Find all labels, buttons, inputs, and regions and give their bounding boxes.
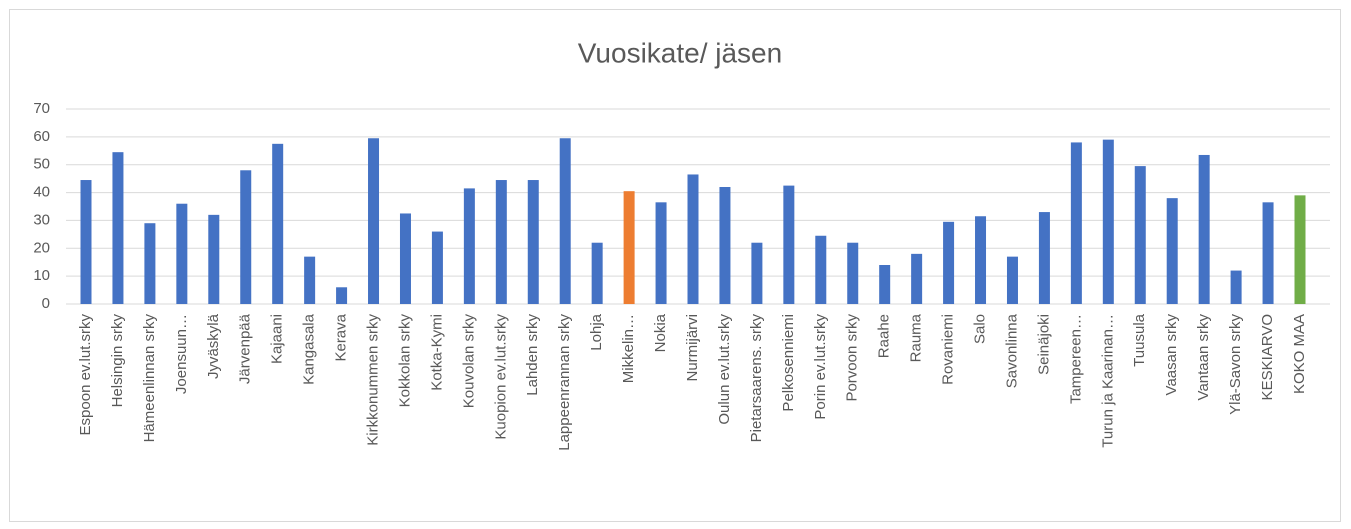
x-tick-label: Seinäjoki xyxy=(1035,314,1052,375)
x-tick-label: Kerava xyxy=(333,313,350,361)
x-tick-label: KESKIARVO xyxy=(1259,314,1276,400)
x-tick-label: Kouvolan srky xyxy=(460,314,477,409)
bar xyxy=(240,170,252,304)
x-tick-label: Järvenpää xyxy=(237,313,254,384)
x-tick-label: Pietarsaarens. srky xyxy=(748,314,765,443)
bar xyxy=(1262,202,1274,304)
bar xyxy=(399,213,411,304)
bar xyxy=(911,253,923,304)
x-tick-label: Kirkkonummen srky xyxy=(364,314,381,446)
x-tick-label: Lappeenrannan srky xyxy=(556,314,573,451)
bar xyxy=(80,180,92,304)
x-tick-label: Savonlinna xyxy=(1003,313,1020,388)
x-tick-label: Turun ja Kaarinan… xyxy=(1099,314,1116,448)
x-tick-label: Nurmijärvi xyxy=(684,314,701,382)
x-tick-label: Kotka-Kymi xyxy=(428,314,445,391)
x-tick-label: Mikkelin… xyxy=(620,314,637,383)
y-tick-label: 20 xyxy=(33,239,50,256)
bar xyxy=(1166,198,1178,304)
bar xyxy=(623,191,635,304)
x-tick-label: Pelkosenniemi xyxy=(780,314,797,412)
bar xyxy=(687,174,699,304)
y-tick-label: 40 xyxy=(33,184,50,201)
x-tick-label: Lohja xyxy=(588,313,605,350)
y-tick-label: 50 xyxy=(33,156,50,173)
bar xyxy=(368,138,380,304)
bar xyxy=(719,187,731,304)
y-tick-label: 0 xyxy=(42,295,50,312)
x-tick-label: Porin ev.lut.srky xyxy=(812,314,829,420)
bar xyxy=(975,216,987,304)
bar xyxy=(495,180,507,304)
bar xyxy=(144,223,156,304)
bar xyxy=(879,265,891,304)
chart-frame xyxy=(9,9,1341,522)
x-tick-label: Rovaniemi xyxy=(940,314,957,385)
bar xyxy=(1198,154,1210,304)
x-tick-label: Oulun ev.lut.srky xyxy=(716,314,733,425)
x-tick-label: Joensuun… xyxy=(173,314,190,394)
x-tick-label: Nokia xyxy=(652,313,669,352)
x-tick-label: Kuopion ev.lut.srky xyxy=(492,314,509,440)
x-tick-label: Jyväskylä xyxy=(205,313,222,379)
bar xyxy=(1134,166,1146,304)
x-tick-label: Kokkolan srky xyxy=(396,314,413,408)
x-tick-label: Kangasala xyxy=(301,313,318,385)
bar xyxy=(1038,212,1050,304)
bar xyxy=(208,214,220,304)
y-tick-label: 60 xyxy=(33,128,50,145)
bar xyxy=(591,242,603,304)
bar xyxy=(463,188,475,304)
x-tick-label: Raahe xyxy=(876,314,893,358)
x-tick-label: Vantaan srky xyxy=(1195,314,1212,401)
bar xyxy=(943,221,955,304)
x-tick-label: Espoon ev.lut.srky xyxy=(77,314,94,436)
bar xyxy=(1070,142,1082,304)
x-tick-label: Helsingin srky xyxy=(109,314,126,408)
x-tick-label: Tuusula xyxy=(1131,313,1148,366)
bar xyxy=(527,180,539,304)
bar xyxy=(815,235,827,304)
bar xyxy=(751,242,763,304)
bar xyxy=(1294,195,1306,304)
bar xyxy=(304,256,316,304)
x-tick-label: Salo xyxy=(971,314,988,344)
bar xyxy=(176,203,188,304)
x-tick-label: Tampereen… xyxy=(1067,314,1084,404)
x-tick-label: Rauma xyxy=(908,313,925,362)
bar xyxy=(1230,270,1242,304)
bar xyxy=(336,287,348,304)
bar xyxy=(783,185,795,304)
bar xyxy=(655,202,667,304)
bar xyxy=(847,242,859,304)
x-tick-label: Kajaani xyxy=(269,314,286,364)
bar xyxy=(1006,256,1018,304)
y-tick-label: 10 xyxy=(33,267,50,284)
x-tick-label: Vaasan srky xyxy=(1163,314,1180,396)
x-tick-label: Porvoon srky xyxy=(844,314,861,402)
chart-title: Vuosikate/ jäsen xyxy=(578,37,782,68)
x-tick-label: Hämeenlinnan srky xyxy=(141,314,158,443)
bar xyxy=(559,138,571,304)
y-tick-label: 30 xyxy=(33,211,50,228)
y-tick-label: 70 xyxy=(33,100,50,117)
bar xyxy=(431,231,443,304)
x-tick-label: Ylä-Savon srky xyxy=(1227,314,1244,415)
x-tick-label: KOKO MAA xyxy=(1291,314,1308,394)
bar xyxy=(1102,139,1114,304)
x-tick-label: Lahden srky xyxy=(524,314,541,396)
bar xyxy=(112,152,124,304)
bar xyxy=(272,143,284,304)
